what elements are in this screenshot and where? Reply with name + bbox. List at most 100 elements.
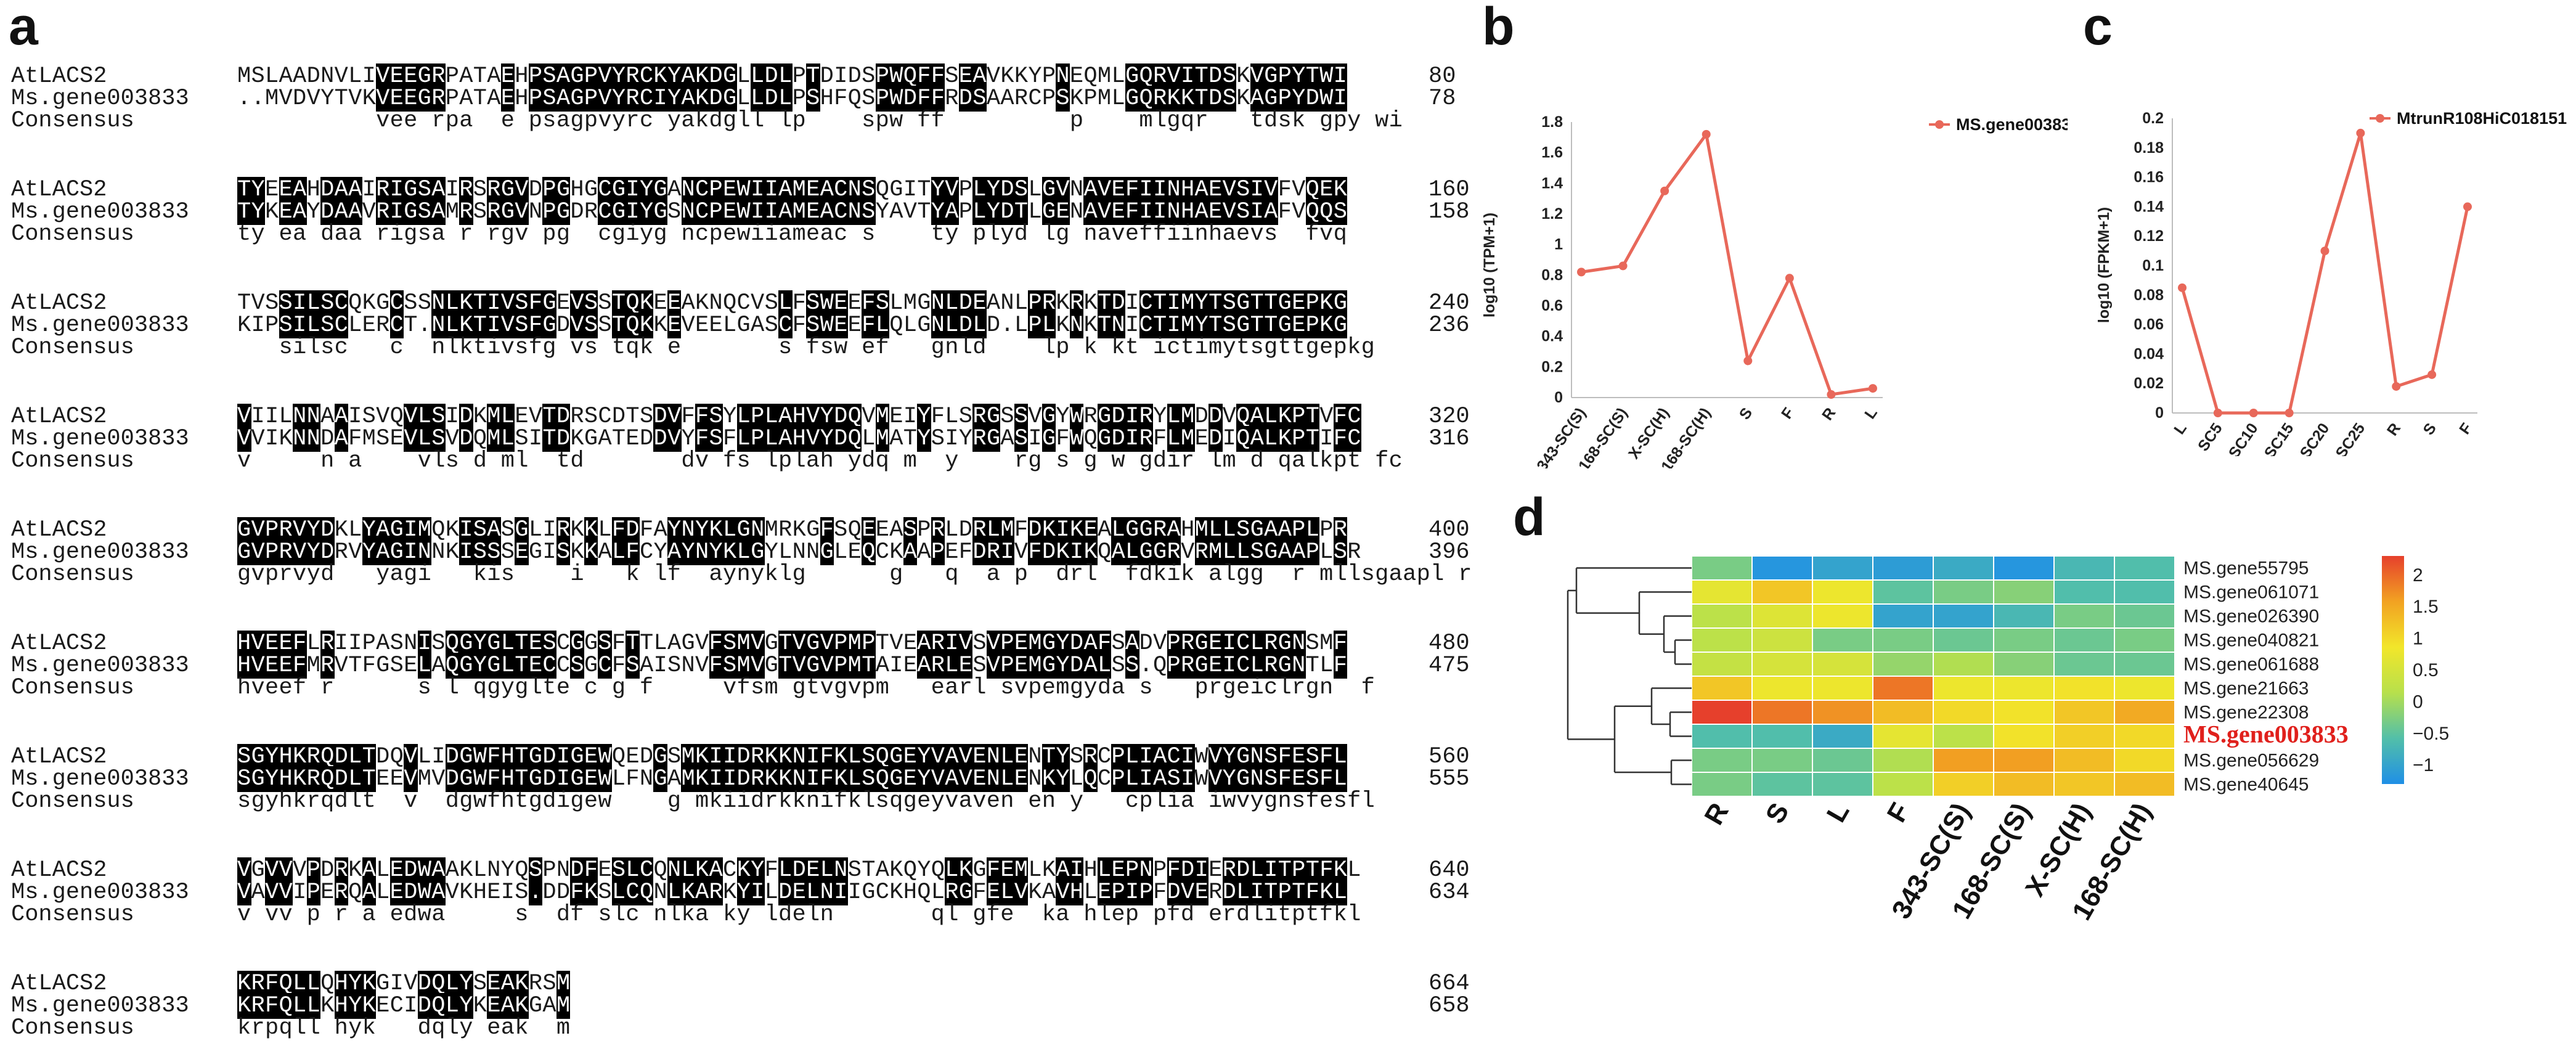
row-label: MS.gene40645 [2183,775,2309,795]
heatmap-cell [1691,676,1753,701]
conserved-run: R [556,517,571,543]
column-label: L [1821,798,1856,828]
heatmap-cell [1691,603,1753,629]
heatmap-cell [1812,676,1873,701]
conserved-run: DAA [320,177,362,203]
legend-marker [2376,114,2384,123]
column-label: R [1698,798,1734,830]
heatmap-cell [1933,748,1994,773]
conserved-run: FL [862,312,890,338]
data-point [2356,128,2365,137]
conserved-run: S [806,86,820,112]
conserved-run: R [334,880,349,905]
conserved-run: FSMV [709,631,765,656]
conserved-run: YV [931,177,959,203]
series-line [1581,130,1873,396]
consensus-label: Consensus [11,788,134,814]
data-point [1827,390,1836,399]
conserved-run: S [1014,404,1029,430]
conserved-run: RIGSA [376,199,446,225]
conserved-run: RG [945,880,973,905]
x-tick-label: SC20 [2297,420,2333,456]
heatmap-cell [1691,627,1753,653]
conserved-run: DKIKE [1028,517,1098,543]
heatmap-cell [1691,555,1753,581]
alignment-row: AtLACS2 VIILNNAAISVQVLSIDKMLEVTDRSCDTSDVF… [0,404,1491,430]
conserved-run: G [820,539,834,565]
conserved-run: C [598,653,612,679]
heatmap-cell [1812,772,1873,797]
conserved-run: NCPEWIIAMEACNS [681,199,876,225]
sequence-position: 658 [1429,993,1470,1019]
heatmap-cell [1751,555,1813,581]
conserved-run: VV [265,857,293,883]
conserved-run: E [667,290,682,316]
conserved-run: PR [1028,290,1056,316]
conserved-run: TY [1041,744,1070,770]
heatmap-cell [1933,579,1994,605]
conserved-run: W [1069,404,1084,430]
colorbar-tick-label: 0.5 [2413,660,2439,680]
conserved-run: TVGVPMP [778,631,876,656]
conserved-run: R [931,517,945,543]
panel-label-a: a [9,0,38,56]
sequence-name: Ms.gene003833 [11,653,189,679]
colorbar-tick-label: −1 [2413,755,2434,775]
conserved-run: S [626,653,640,679]
heatmap-cell [1872,772,1934,797]
conserved-run: LYDS [972,177,1029,203]
conserved-run: RG [972,426,1001,452]
heatmap-cell [1872,724,1934,749]
conserved-run: VYGNSFESFL [1209,766,1348,792]
consensus-sequence: gvprvyd yagi kis i k lf aynyklg g q a p … [237,562,1472,587]
x-tick-label: S [1736,404,1756,423]
conserved-run: V [404,766,418,792]
conserved-run: FC [1333,404,1361,430]
conserved-run: E [667,312,682,338]
sequence-residues: SGYHKRQDLTDQVLIDGWFHTGDIGEWQEDGSMKIIDRKK… [237,744,1348,770]
conserved-run: S [528,857,543,883]
conserved-run: DF [570,857,598,883]
colorbar-tick-label: 1.5 [2413,597,2439,617]
consensus-row: Consensus hveef r s l qgyglte c g f vfsm … [0,676,1491,700]
conserved-run: CTIMYTSGTTGEPKG [1139,312,1348,338]
conserved-run: PG [542,199,571,225]
heatmap-cell [2053,627,2115,653]
alignment-row: AtLACS2 HVEEFLRIIPASNISQGYGLTESCGGSFTTLAG… [0,631,1491,656]
sequence-residues: KRFQLLKHYKECIDQLYKEAKGAM [237,993,571,1019]
conserved-run: TQK [611,290,654,316]
consensus-row: Consensus gvprvyd yagi kis i k lf aynyklg… [0,562,1491,587]
conserved-run: Y [917,426,931,452]
alignment-row: AtLACS2 TVSSILSCQKGCSSNLKTIVSFGEVSSTQKEEA… [0,290,1491,316]
conserved-run: TD [542,426,571,452]
alignment-row: Ms.gene003833 KIPSILSCLERCT.NLKTIVSFGDVSS… [0,312,1491,338]
conserved-run: LLSGAAP [1222,539,1320,565]
conserved-run: VH [1056,880,1084,905]
conserved-run: TD [1097,290,1125,316]
y-tick-label: 1.6 [1541,144,1563,161]
data-point [2213,409,2222,417]
conserved-run: VPEMGYDAL [986,653,1112,679]
conserved-run: D [459,404,473,430]
conserved-run: N [1056,63,1070,89]
sequence-residues: MSLAADNVLIVEEGRPATAEHPSAGPVYRCKYAKDGLLDL… [237,63,1348,89]
sequence-residues: VAVVIPERQALEDWAVKHEIS.DDFKSLCQNLKARKYILD… [237,880,1348,905]
conserved-run: SILSC [279,290,349,316]
heatmap-cell [1872,676,1934,701]
alignment-row: AtLACS2 GVPRVYDKLYAGIMQKISASGLIRKKLFDFAYN… [0,517,1491,543]
conserved-run: DELNI [778,880,848,905]
heatmap-cell [1691,651,1753,677]
conserved-run: FDI [1167,857,1209,883]
heatmap-cell [2114,748,2175,773]
conserved-run: G [515,517,529,543]
data-point [2249,409,2258,417]
heatmap-cell [1933,772,1994,797]
heatmap-cell [1872,555,1934,581]
conserved-run: ARLE [917,653,973,679]
conserved-run: R [1083,744,1098,770]
conserved-run: ELV [986,880,1029,905]
conserved-run: LCQ [611,880,654,905]
y-tick-label: 0.1 [2142,257,2164,274]
conserved-run: VLS [404,404,446,430]
sequence-residues: GVPRVYDRVYAGINNKISSSEGISKKALFCYAYNYKLGYL… [237,539,1361,565]
